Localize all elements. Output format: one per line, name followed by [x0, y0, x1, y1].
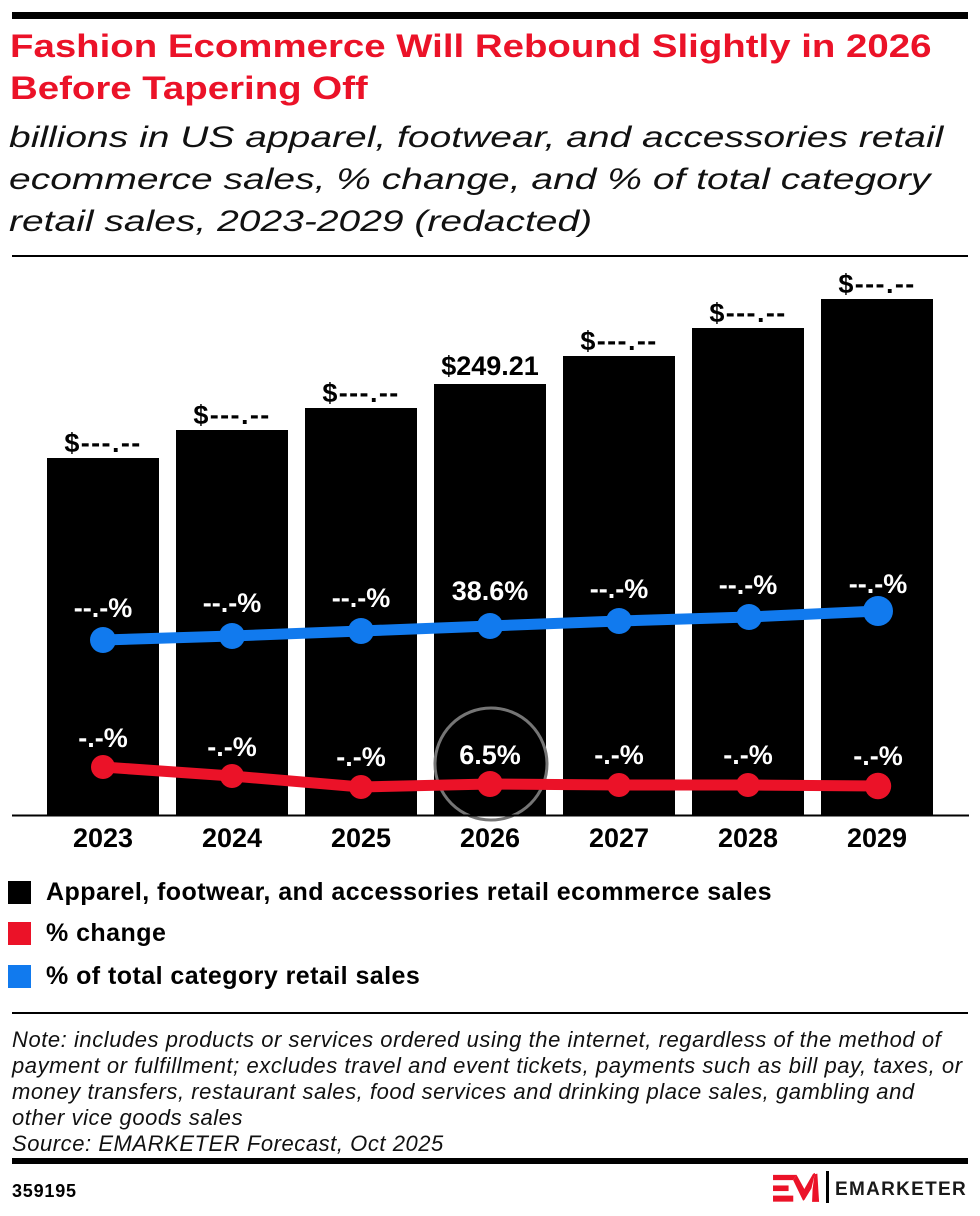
svg-text:$---.--: $---.-- [322, 378, 399, 408]
svg-text:--.-%: --.-% [719, 570, 777, 600]
svg-text:2023: 2023 [73, 823, 133, 853]
svg-text:--.-%: --.-% [849, 569, 907, 599]
svg-text:$---.--: $---.-- [838, 269, 915, 299]
svg-text:2029: 2029 [847, 823, 907, 853]
svg-text:$249.21: $249.21 [441, 351, 539, 381]
svg-text:-.-%: -.-% [594, 740, 644, 770]
svg-text:$---.--: $---.-- [64, 428, 141, 458]
svg-text:-.-%: -.-% [207, 732, 257, 762]
svg-text:$---.--: $---.-- [580, 326, 657, 356]
svg-text:6.5%: 6.5% [459, 740, 521, 770]
svg-text:2025: 2025 [331, 823, 391, 853]
svg-text:--.-%: --.-% [332, 583, 390, 613]
svg-text:--.-%: --.-% [590, 574, 648, 604]
svg-text:$---.--: $---.-- [709, 298, 786, 328]
svg-text:-.-%: -.-% [336, 742, 386, 772]
svg-text:$---.--: $---.-- [193, 400, 270, 430]
svg-text:-.-%: -.-% [853, 741, 903, 771]
svg-text:2027: 2027 [589, 823, 649, 853]
svg-text:2024: 2024 [202, 823, 262, 853]
svg-text:--.-%: --.-% [203, 588, 261, 618]
svg-text:--.-%: --.-% [74, 593, 132, 623]
svg-text:38.6%: 38.6% [452, 576, 529, 606]
svg-text:-.-%: -.-% [78, 723, 128, 753]
svg-text:2026: 2026 [460, 823, 520, 853]
svg-text:2028: 2028 [718, 823, 778, 853]
svg-text:-.-%: -.-% [723, 740, 773, 770]
